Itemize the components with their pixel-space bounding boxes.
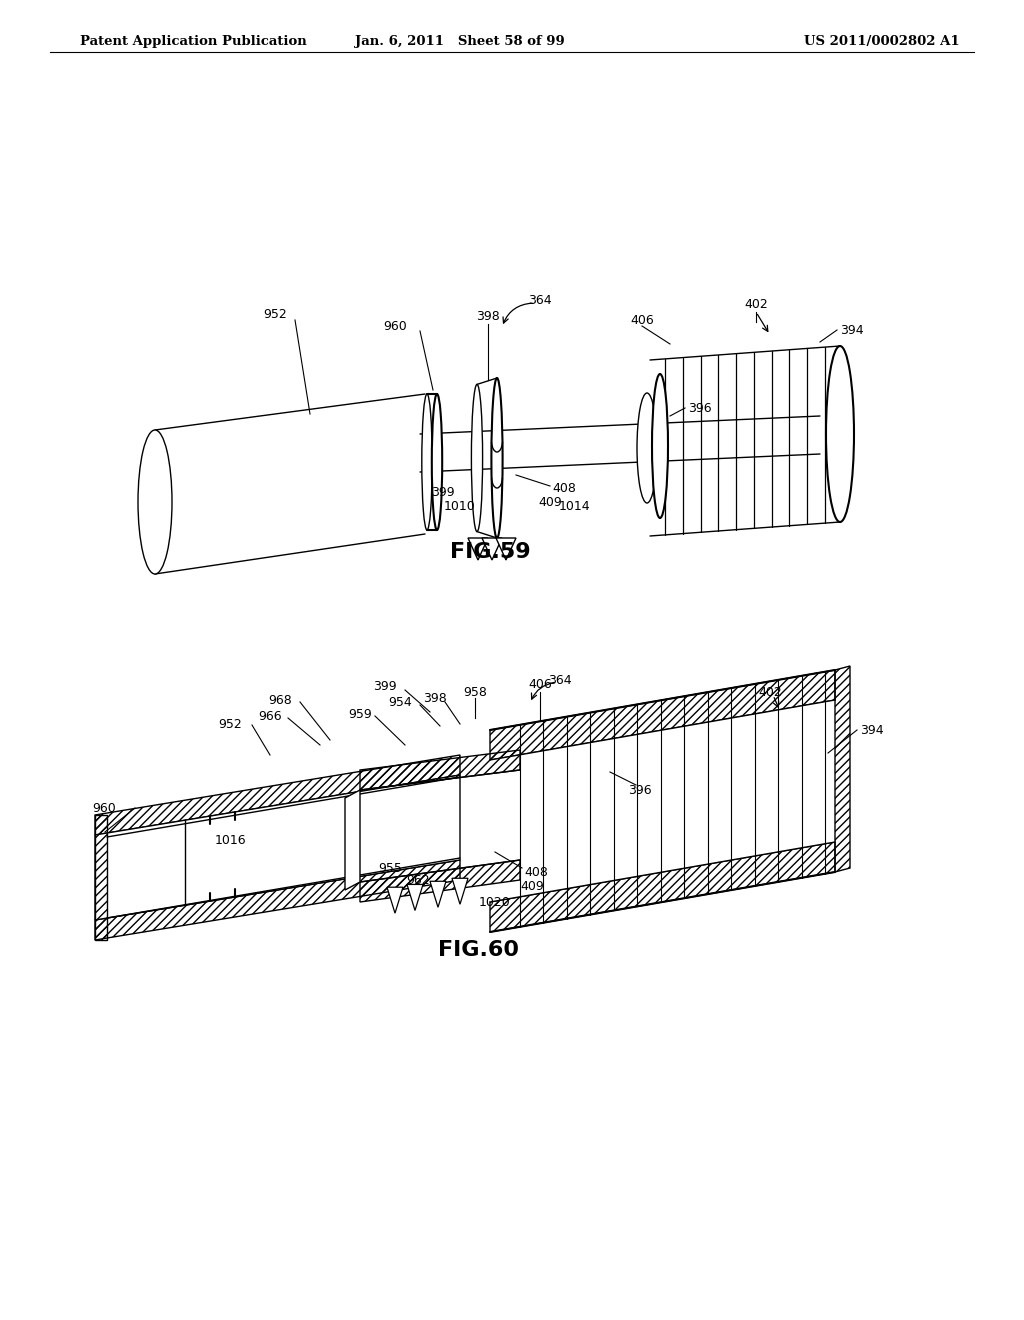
Text: 406: 406 xyxy=(528,678,552,692)
Polygon shape xyxy=(387,887,403,913)
Text: 409: 409 xyxy=(520,879,544,892)
Text: 1020: 1020 xyxy=(479,895,511,908)
Text: 399: 399 xyxy=(373,680,397,693)
Text: 959: 959 xyxy=(348,708,372,721)
Text: 409: 409 xyxy=(538,495,562,508)
Text: 399: 399 xyxy=(431,487,455,499)
Text: FIG.59: FIG.59 xyxy=(450,543,530,562)
Ellipse shape xyxy=(422,393,432,531)
Polygon shape xyxy=(482,539,502,560)
Polygon shape xyxy=(155,393,425,574)
Ellipse shape xyxy=(138,430,172,574)
Polygon shape xyxy=(490,700,835,902)
Ellipse shape xyxy=(652,374,668,517)
Text: 1016: 1016 xyxy=(214,833,246,846)
Ellipse shape xyxy=(471,384,482,532)
Polygon shape xyxy=(468,539,488,560)
Text: 364: 364 xyxy=(528,293,552,306)
Polygon shape xyxy=(430,882,446,907)
Text: Patent Application Publication: Patent Application Publication xyxy=(80,36,307,48)
Text: 398: 398 xyxy=(423,692,446,705)
Text: 402: 402 xyxy=(744,298,768,312)
Text: 954: 954 xyxy=(388,696,412,709)
Text: 955: 955 xyxy=(378,862,402,874)
Text: 966: 966 xyxy=(258,710,282,722)
Text: 960: 960 xyxy=(92,801,116,814)
Text: 952: 952 xyxy=(218,718,242,731)
Text: US 2011/0002802 A1: US 2011/0002802 A1 xyxy=(805,36,961,48)
Text: 408: 408 xyxy=(524,866,548,879)
Ellipse shape xyxy=(432,393,442,531)
Text: 396: 396 xyxy=(628,784,652,796)
Text: 394: 394 xyxy=(840,323,863,337)
Ellipse shape xyxy=(637,393,657,503)
Text: 952: 952 xyxy=(263,309,287,322)
Text: 398: 398 xyxy=(476,310,500,323)
Text: 968: 968 xyxy=(268,693,292,706)
Polygon shape xyxy=(407,884,423,911)
Ellipse shape xyxy=(492,378,503,539)
Polygon shape xyxy=(95,775,460,920)
Text: 408: 408 xyxy=(552,483,575,495)
Text: 1014: 1014 xyxy=(558,499,590,512)
Text: FIG.60: FIG.60 xyxy=(437,940,518,960)
Text: 962: 962 xyxy=(407,874,430,887)
Text: 396: 396 xyxy=(688,401,712,414)
Text: 1010: 1010 xyxy=(444,499,476,512)
Text: 394: 394 xyxy=(860,723,884,737)
Text: 402: 402 xyxy=(758,685,782,698)
Polygon shape xyxy=(496,539,516,560)
Polygon shape xyxy=(452,878,468,904)
Polygon shape xyxy=(345,789,360,890)
Text: 406: 406 xyxy=(630,314,654,326)
Text: 364: 364 xyxy=(548,673,571,686)
Text: 960: 960 xyxy=(383,321,407,334)
Polygon shape xyxy=(650,346,840,536)
Text: 958: 958 xyxy=(463,685,487,698)
Text: Jan. 6, 2011   Sheet 58 of 99: Jan. 6, 2011 Sheet 58 of 99 xyxy=(355,36,565,48)
Ellipse shape xyxy=(826,346,854,521)
